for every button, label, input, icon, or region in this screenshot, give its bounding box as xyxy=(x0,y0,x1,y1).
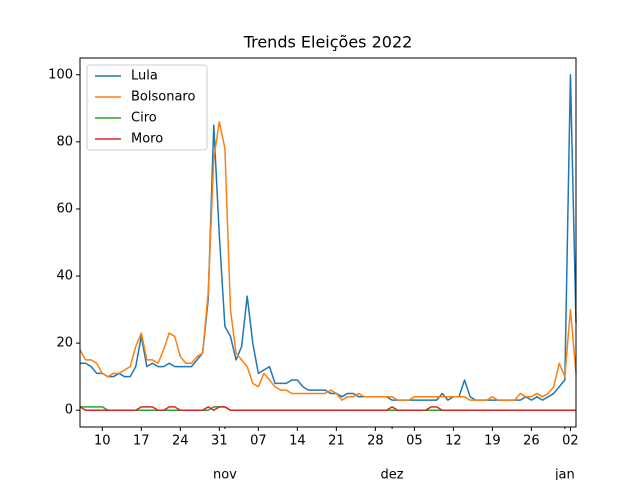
x-tick-label: 10 xyxy=(94,434,111,449)
series-line xyxy=(79,406,576,411)
x-tick-label: 19 xyxy=(484,434,501,449)
legend-label: Lula xyxy=(131,69,158,84)
x-tick-label: 31 xyxy=(211,434,228,449)
y-tick-label: 0 xyxy=(65,403,73,418)
legend-label: Ciro xyxy=(131,111,157,126)
y-tick-label: 40 xyxy=(56,269,73,284)
y-tick-label: 80 xyxy=(56,134,73,149)
x-tick-label: 24 xyxy=(172,434,189,449)
legend-box xyxy=(86,64,208,151)
x-tick-label: 21 xyxy=(328,434,345,449)
x-tick-label: 14 xyxy=(289,434,306,449)
legend-label: Bolsonaro xyxy=(131,90,195,105)
legend-label: Moro xyxy=(131,132,163,147)
x-tick-label: 07 xyxy=(250,434,267,449)
x-tick-label: 02 xyxy=(562,434,579,449)
x-tick-label: 12 xyxy=(445,434,462,449)
x-tick-label: 17 xyxy=(133,434,150,449)
x-month-label: dez xyxy=(381,468,404,480)
x-month-label: nov xyxy=(213,468,237,480)
chart-title: Trends Eleições 2022 xyxy=(243,33,413,52)
y-tick-label: 100 xyxy=(48,67,73,82)
series-line xyxy=(79,120,577,401)
y-tick-label: 60 xyxy=(56,201,73,216)
x-tick-label: 26 xyxy=(523,434,540,449)
x-tick-label: 28 xyxy=(367,434,384,449)
plot-frame xyxy=(79,57,577,428)
y-tick-label: 20 xyxy=(56,336,73,351)
x-tick-label: 05 xyxy=(406,434,423,449)
x-month-label: jan xyxy=(554,468,575,480)
